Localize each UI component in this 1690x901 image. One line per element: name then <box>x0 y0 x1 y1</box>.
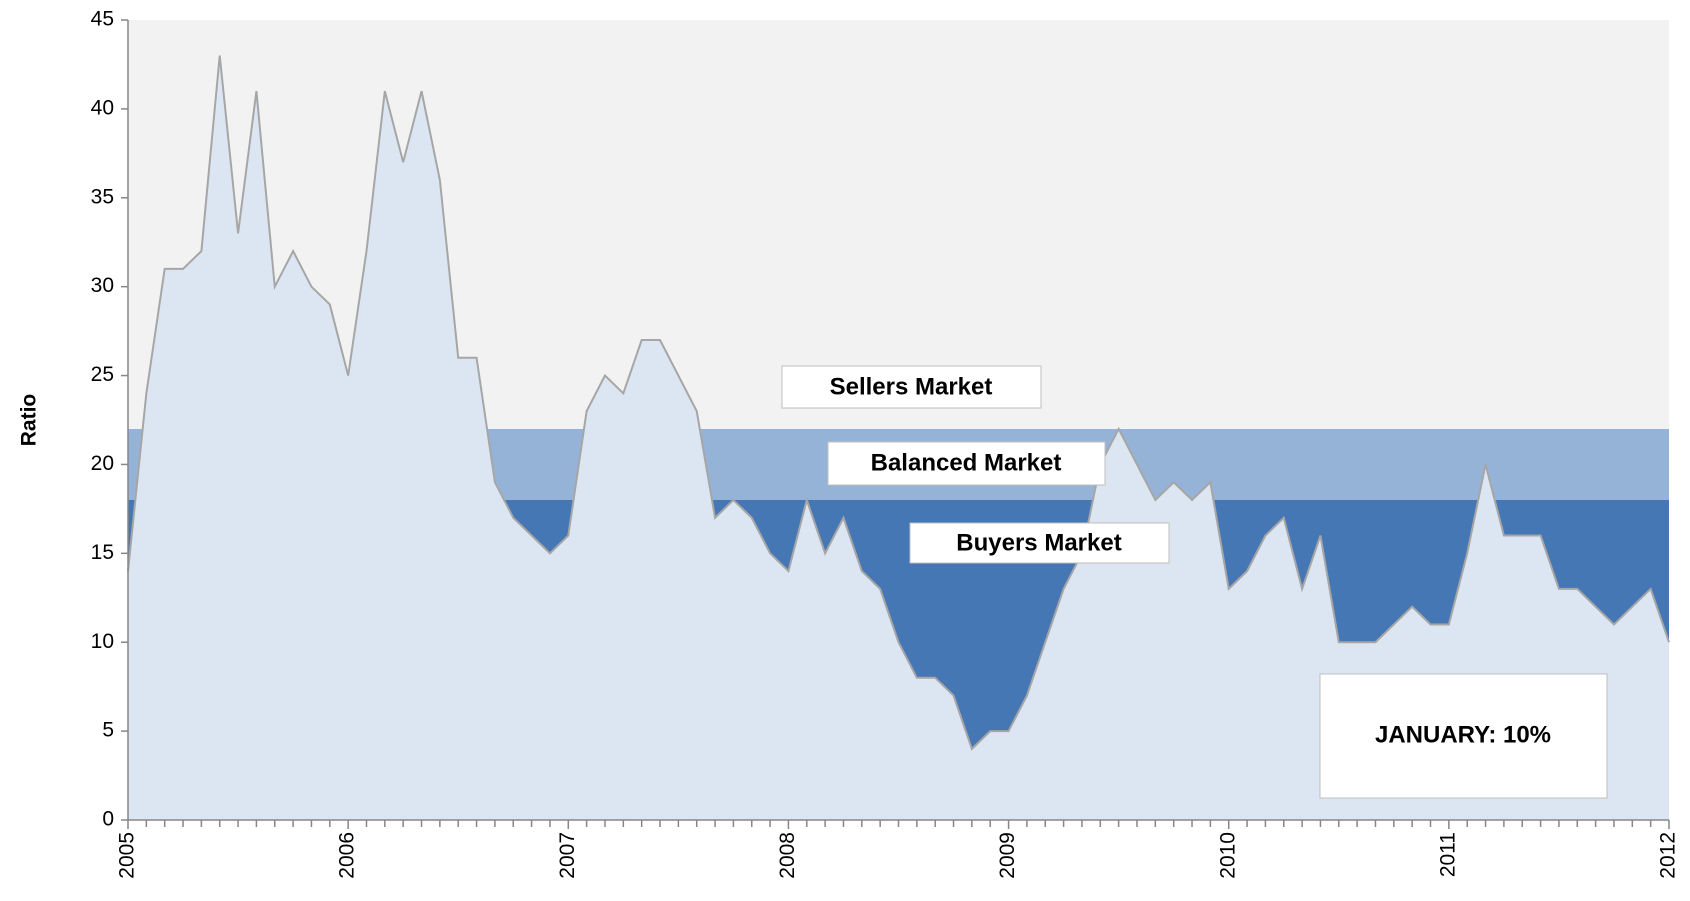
x-tick-label: 2008 <box>776 832 799 879</box>
y-tick-label: 25 <box>91 363 114 386</box>
x-tick-label: 2012 <box>1657 832 1680 879</box>
y-tick-label: 20 <box>91 452 114 475</box>
label-box-bg <box>781 365 1042 409</box>
y-tick-label: 35 <box>91 185 114 208</box>
y-tick-label: 15 <box>91 541 114 564</box>
x-tick-label: 2010 <box>1216 832 1239 879</box>
y-tick-label: 0 <box>102 808 114 831</box>
area-line <box>127 55 1670 751</box>
x-tick-label: 2007 <box>556 832 579 879</box>
y-tick-label: 30 <box>91 274 114 297</box>
label-box: Balanced Market <box>827 441 1106 486</box>
y-tick-label: 45 <box>91 8 114 31</box>
y-tick-label: 10 <box>91 630 114 653</box>
x-tick-label: 2009 <box>996 832 1019 879</box>
y-tick-label: 40 <box>91 96 114 119</box>
label-box-bg <box>827 441 1106 486</box>
x-tick-label: 2005 <box>116 832 139 879</box>
label-box: Sellers Market <box>781 365 1042 409</box>
band-label: Balanced Market <box>871 449 1062 476</box>
label-box: Buyers Market <box>909 522 1170 564</box>
annotation-box: JANUARY: 10% <box>1319 673 1608 799</box>
band-label: Buyers Market <box>956 529 1121 556</box>
area <box>128 55 1669 821</box>
x-tick-label: 2011 <box>1436 832 1459 877</box>
label-box-bg <box>909 522 1170 564</box>
x-tick-label: 2006 <box>336 832 359 879</box>
plot-area: 0 5 10 15 20 25 30 35 40 45 2005 2006 2007 2008 2009 20… <box>91 8 1680 879</box>
annotation: JANUARY: 10% <box>1375 721 1551 748</box>
y-axis-label: Ratio <box>18 394 41 447</box>
y-tick-label: 5 <box>102 719 114 742</box>
annotation-bg <box>1319 673 1608 799</box>
band-label: Sellers Market <box>830 373 993 400</box>
